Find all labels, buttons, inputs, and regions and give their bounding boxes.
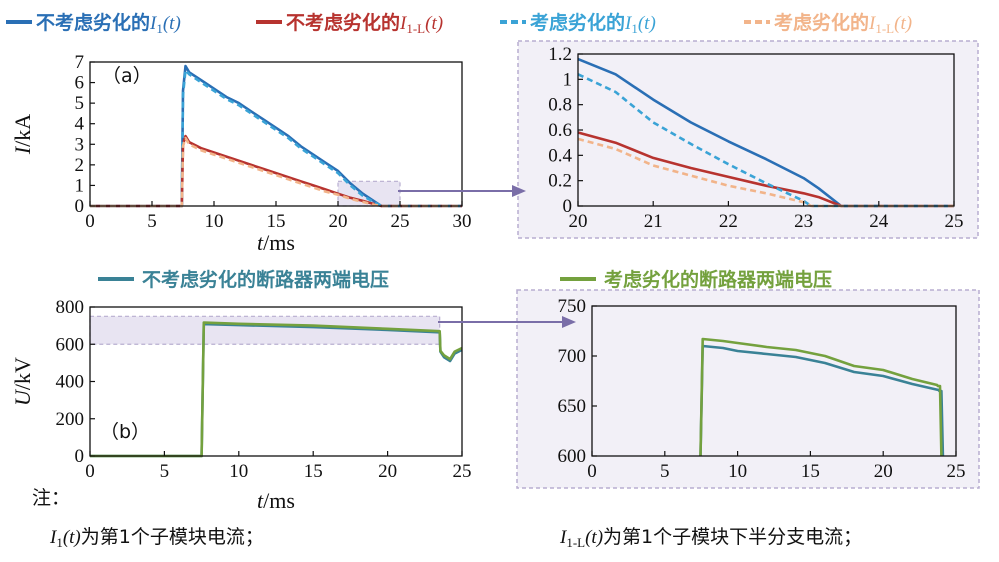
panel-annotation: （a） bbox=[102, 65, 152, 87]
x-tick-label: 30 bbox=[453, 211, 472, 232]
x-tick-label: 15 bbox=[267, 211, 286, 232]
legend-label-i1_no: 不考虑劣化的I1(t) bbox=[36, 11, 181, 36]
x-tick-label: 10 bbox=[728, 461, 747, 482]
panel-annotation: （b） bbox=[100, 421, 150, 443]
x-tick-label: 20 bbox=[329, 211, 348, 232]
series-line-u_yes bbox=[90, 321, 463, 458]
x-tick-label: 10 bbox=[205, 211, 224, 232]
x-tick-label: 5 bbox=[660, 461, 670, 482]
series-line-i1l_yes bbox=[577, 137, 954, 208]
zoom-arrow-b bbox=[438, 316, 576, 328]
y-tick-label: 200 bbox=[56, 409, 85, 430]
y-tick-label: 0 bbox=[75, 446, 85, 467]
y-tick-label: 2 bbox=[75, 155, 85, 176]
legend-top: 不考虑劣化的I1(t) 不考虑劣化的I1-L(t) 考虑劣化的I1(t) 考虑劣化的I… bbox=[6, 11, 912, 36]
chart-b-zoom: 0 5 10 15 20 25 600 650 700 750 bbox=[558, 296, 966, 482]
y-tick-label: 800 bbox=[56, 297, 85, 318]
y-axis-label: U/kV bbox=[10, 357, 35, 406]
notes: 注： I1(t)为第1个子模块电流； I1-L(t)为第1个子模块下半分支电流； bbox=[32, 487, 862, 550]
x-tick-label: 25 bbox=[453, 461, 472, 482]
y-tick-label: 0 bbox=[75, 196, 85, 217]
series-line-i1_no bbox=[577, 57, 954, 208]
y-tick-label: 7 bbox=[75, 52, 85, 73]
y-tick-label: 400 bbox=[56, 372, 85, 393]
series-line-u_yes bbox=[699, 337, 943, 457]
series-line-i1_no bbox=[90, 64, 462, 208]
legend-label-i1l_no: 不考虑劣化的I1-L(t) bbox=[286, 11, 443, 36]
y-tick-label: 1 bbox=[563, 69, 573, 90]
y-tick-label: 0.6 bbox=[548, 120, 572, 141]
x-tick-label: 5 bbox=[160, 461, 170, 482]
y-tick-label: 0 bbox=[563, 196, 573, 217]
x-tick-label: 0 bbox=[85, 461, 95, 482]
note-line-2: I1-L(t)为第1个子模块下半分支电流； bbox=[559, 526, 862, 550]
zoom-arrow-a bbox=[398, 185, 526, 197]
x-tick-label: 0 bbox=[587, 461, 597, 482]
legend-bottom: 不考虑劣化的断路器两端电压 考虑劣化的断路器两端电压 bbox=[98, 268, 832, 291]
series-line-i1l_no bbox=[90, 134, 462, 208]
x-tick-label: 21 bbox=[644, 211, 663, 232]
y-tick-label: 700 bbox=[558, 346, 587, 367]
chart-a-zoom: 20 21 22 23 24 25 0 0.2 0.4 0.6 0.8 1 1.2 bbox=[548, 44, 963, 232]
series-line-i1_yes bbox=[90, 68, 462, 208]
y-tick-label: 1 bbox=[75, 175, 85, 196]
x-tick-label: 25 bbox=[945, 211, 964, 232]
x-tick-label: 20 bbox=[874, 461, 893, 482]
y-tick-label: 600 bbox=[56, 334, 85, 355]
x-tick-label: 15 bbox=[801, 461, 820, 482]
zoom-b-frame bbox=[516, 289, 980, 489]
y-tick-label: 4 bbox=[75, 114, 85, 135]
legend-label-i1l_yes: 考虑劣化的I1-L(t) bbox=[774, 11, 912, 36]
y-tick-label: 6 bbox=[75, 73, 85, 94]
y-tick-label: 750 bbox=[558, 296, 587, 317]
legend-label-u_no: 不考虑劣化的断路器两端电压 bbox=[142, 268, 389, 291]
series-line-i1l_no bbox=[577, 131, 954, 208]
note-line-1: I1(t)为第1个子模块电流； bbox=[49, 526, 264, 550]
x-tick-label: 25 bbox=[391, 211, 410, 232]
x-tick-label: 22 bbox=[719, 211, 738, 232]
x-tick-label: 15 bbox=[304, 461, 323, 482]
y-tick-label: 1.2 bbox=[548, 44, 572, 65]
zoom-a-frame bbox=[517, 40, 979, 239]
y-tick-label: 600 bbox=[558, 446, 587, 467]
note-label: 注： bbox=[32, 487, 70, 509]
y-tick-label: 0.8 bbox=[548, 95, 572, 116]
x-tick-label: 20 bbox=[569, 211, 588, 232]
x-axis-label: t/ms bbox=[257, 488, 295, 513]
plot-frame bbox=[591, 305, 957, 457]
legend-label-u_yes: 考虑劣化的断路器两端电压 bbox=[604, 268, 832, 291]
x-tick-label: 25 bbox=[947, 461, 966, 482]
x-tick-label: 0 bbox=[85, 211, 95, 232]
x-axis-label: t/ms bbox=[257, 230, 295, 255]
x-tick-label: 23 bbox=[794, 211, 813, 232]
y-tick-label: 3 bbox=[75, 134, 85, 155]
y-tick-label: 0.4 bbox=[548, 145, 572, 166]
x-tick-label: 20 bbox=[378, 461, 397, 482]
y-tick-label: 0.2 bbox=[548, 171, 572, 192]
x-tick-label: 10 bbox=[229, 461, 248, 482]
chart-b: 0 5 10 15 20 25 0 200 400 600 800 （b） t/ms U/kV bbox=[10, 297, 472, 513]
legend-label-i1_yes: 考虑劣化的I1(t) bbox=[530, 11, 656, 36]
y-tick-label: 650 bbox=[558, 396, 587, 417]
series-line-i1l_yes bbox=[90, 136, 462, 208]
y-axis-label: I/kA bbox=[10, 114, 35, 155]
x-tick-label: 5 bbox=[147, 211, 157, 232]
y-tick-label: 5 bbox=[75, 93, 85, 114]
x-tick-label: 24 bbox=[869, 211, 889, 232]
